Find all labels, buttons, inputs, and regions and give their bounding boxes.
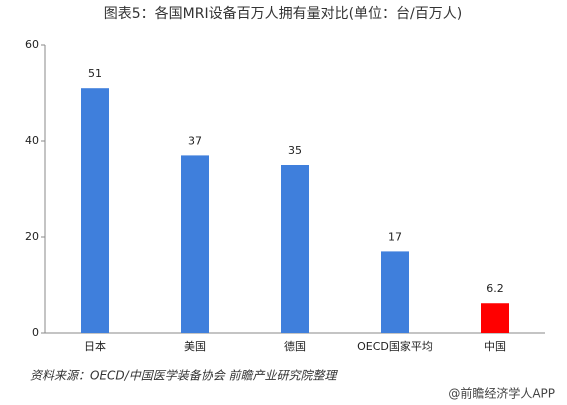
data-label: 35 bbox=[288, 144, 302, 157]
y-tick-label: 0 bbox=[32, 326, 39, 339]
data-label: 17 bbox=[388, 230, 402, 243]
source-note: 资料来源：OECD/中国医学装备协会 前瞻产业研究院整理 bbox=[30, 369, 339, 383]
bar bbox=[181, 155, 209, 333]
data-label: 6.2 bbox=[486, 282, 504, 295]
x-tick-label: 中国 bbox=[484, 340, 506, 353]
y-tick-label: 40 bbox=[25, 134, 39, 147]
x-tick-label: OECD国家平均 bbox=[357, 339, 433, 353]
x-tick-label: 美国 bbox=[184, 340, 206, 353]
chart-title: 图表5：各国MRI设备百万人拥有量对比(单位：台/百万人) bbox=[104, 5, 462, 22]
bar bbox=[281, 165, 309, 333]
y-tick-label: 20 bbox=[25, 230, 39, 243]
watermark: @前瞻经济学人APP bbox=[448, 386, 555, 401]
x-tick-label: 德国 bbox=[284, 339, 306, 353]
bar bbox=[381, 251, 409, 333]
data-label: 37 bbox=[188, 134, 202, 147]
x-tick-label: 日本 bbox=[84, 339, 106, 353]
data-label: 51 bbox=[88, 67, 102, 80]
bar bbox=[481, 303, 509, 333]
bar bbox=[81, 88, 109, 333]
y-tick-label: 60 bbox=[25, 38, 39, 51]
